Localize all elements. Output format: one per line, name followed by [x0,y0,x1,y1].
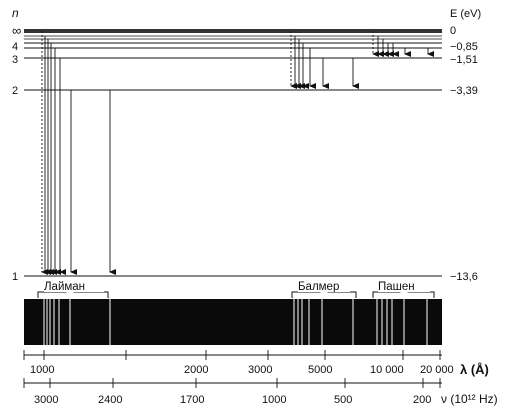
series-label-lyman: Лайман [44,281,85,293]
freq-tick: 3000 [34,394,58,406]
level-energy-1: −13,6 [450,271,478,283]
level-n-4: 4 [12,41,18,53]
wl-tick: 20 000 [420,364,454,376]
wl-tick: 3000 [248,364,272,376]
level-n-1: 1 [12,271,18,283]
balmer-label-bg [298,279,350,292]
freq-tick: 2400 [98,394,122,406]
level-energy-2: −3,39 [450,85,478,97]
paschen-label-bg [378,279,430,292]
level-n-labels: ∞ 4 3 2 1 [12,23,21,283]
wl-tick: 1000 [30,364,54,376]
wl-tick: 5000 [308,364,332,376]
freq-tick: 500 [334,394,352,406]
energy-levels [24,29,442,277]
level-energy-labels: 0 −0,85 −1,51 −3,39 −13,6 [450,25,478,283]
lyman-transitions [41,31,116,275]
level-n-3: 3 [12,54,18,66]
freq-tick: 200 [413,394,431,406]
level-n-inf: ∞ [12,23,21,38]
frequency-tick-labels: 3000 2400 1700 1000 500 200 [34,394,431,406]
wavelength-axis-label: λ (Å) [460,362,489,377]
n-axis-label: n [12,6,19,20]
freq-tick: 1700 [180,394,204,406]
wavelength-axis [23,350,442,360]
paschen-transitions [372,31,434,57]
wavelength-tick-labels: 1000 2000 3000 5000 10 000 20 000 [30,364,454,376]
level-energy-inf: 0 [450,25,456,37]
level-energy-3: −1,51 [450,54,478,66]
level-energy-4: −0,85 [450,41,478,53]
energy-axis-label: E (eV) [450,8,481,20]
frequency-axis-label: ν (10¹² Hz) [441,392,498,406]
wl-tick: 2000 [184,364,208,376]
balmer-transitions [290,31,359,89]
series-label-paschen: Пашен [378,281,415,293]
emission-spectrum [24,299,442,345]
level-n-2: 2 [12,85,18,97]
lyman-label-bg [44,279,104,292]
freq-tick: 1000 [262,394,286,406]
frequency-axis [23,378,442,388]
series-label-balmer: Балмер [298,281,339,293]
wl-tick: 10 000 [370,364,404,376]
